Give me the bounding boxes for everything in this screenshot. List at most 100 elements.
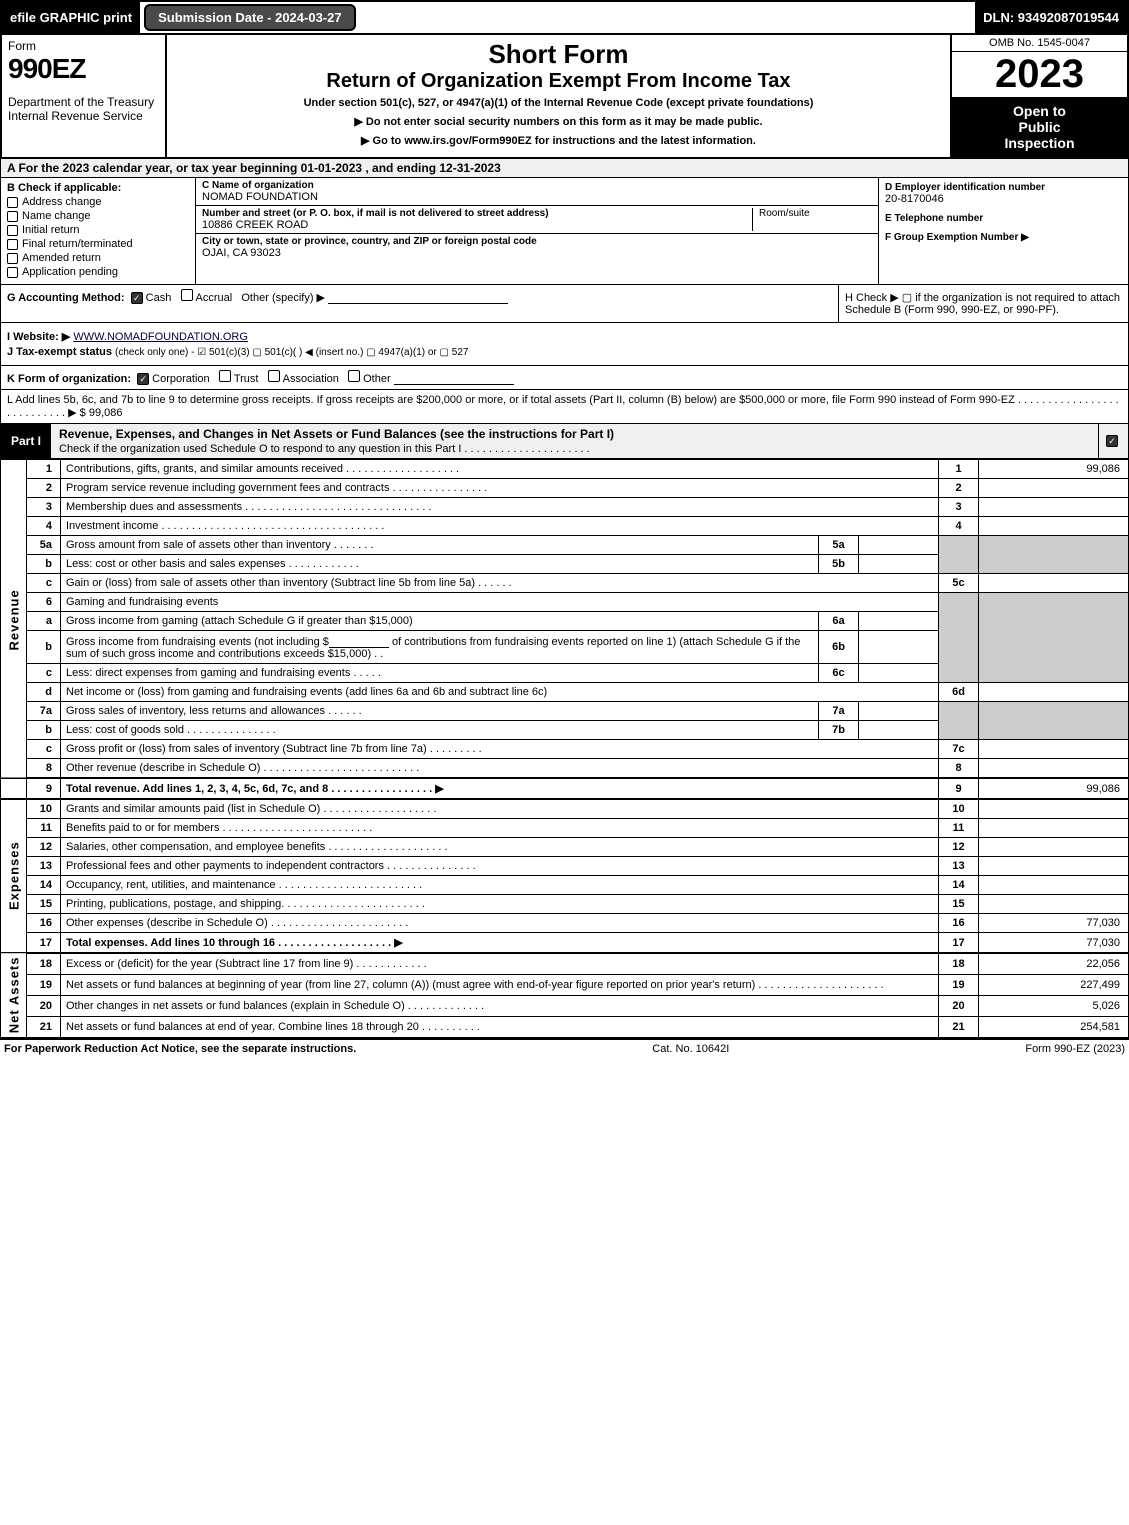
checkbox-icon[interactable] [181,289,193,301]
chk-final-return[interactable]: Final return/terminated [7,238,189,250]
checkbox-icon [7,225,18,236]
section-h: H Check ▶ ▢ if the organization is not r… [838,285,1128,322]
line-num: 1 [27,460,61,479]
org-addr-value: 10886 CREEK ROAD [202,219,752,231]
org-name-value: NOMAD FOUNDATION [202,191,318,203]
line-14-desc: Occupancy, rent, utilities, and maintena… [61,876,939,895]
section-def: D Employer identification number 20-8170… [878,178,1128,284]
section-k: K Form of organization: ✓Corporation Tru… [0,366,1129,390]
footer-right: Form 990-EZ (2023) [1025,1043,1125,1055]
line-3-desc: Membership dues and assessments . . . . … [61,498,939,517]
section-b-title: B Check if applicable: [7,182,189,194]
table-row: Net Assets 18Excess or (deficit) for the… [1,953,1129,974]
line-5a-desc: Gross amount from sale of assets other t… [61,536,819,555]
checkbox-icon [7,253,18,264]
short-form-title: Short Form [171,39,946,70]
revenue-sidebar: Revenue [1,460,27,779]
submission-date-button[interactable]: Submission Date - 2024-03-27 [144,4,356,31]
checkmark-icon: ✓ [131,292,143,304]
chk-initial-return[interactable]: Initial return [7,224,189,236]
dln-label: DLN: 93492087019544 [975,2,1127,33]
footer-left: For Paperwork Reduction Act Notice, see … [4,1043,356,1055]
checkmark-icon: ✓ [137,373,149,385]
chk-amended-return[interactable]: Amended return [7,252,189,264]
chk-address-change[interactable]: Address change [7,196,189,208]
other-label: Other (specify) ▶ [241,292,325,304]
form-header-center: Short Form Return of Organization Exempt… [167,35,952,157]
k-trust: Trust [234,373,259,385]
goto-link[interactable]: ▶ Go to www.irs.gov/Form990EZ for instru… [171,134,946,147]
org-name-row: C Name of organization NOMAD FOUNDATION [196,178,878,206]
k-other: Other [363,373,391,385]
line-6b-desc: Gross income from fundraising events (no… [61,631,819,664]
line-2-desc: Program service revenue including govern… [61,479,939,498]
line-7b-desc: Less: cost of goods sold . . . . . . . .… [61,721,819,740]
line-10-desc: Grants and similar amounts paid (list in… [61,799,939,819]
website-label: I Website: ▶ [7,331,70,343]
dept-treasury-1: Department of the Treasury [8,95,159,109]
section-d: D Employer identification number 20-8170… [885,182,1122,205]
line-5c-desc: Gain or (loss) from sale of assets other… [61,574,939,593]
line-13-desc: Professional fees and other payments to … [61,857,939,876]
table-row: 19Net assets or fund balances at beginni… [1,974,1129,995]
line-16-desc: Other expenses (describe in Schedule O) … [61,914,939,933]
line-l-text: L Add lines 5b, 6c, and 7b to line 9 to … [7,394,1119,419]
checkbox-icon [7,197,18,208]
section-f: F Group Exemption Number ▶ [885,232,1122,243]
checkmark-icon: ✓ [1106,435,1118,447]
website-link[interactable]: WWW.NOMADFOUNDATION.ORG [73,331,248,343]
section-i: I Website: ▶ WWW.NOMADFOUNDATION.ORG [7,330,1122,343]
k-other-field[interactable] [394,371,514,385]
line-a-calendar-year: A For the 2023 calendar year, or tax yea… [0,159,1129,178]
line-11-desc: Benefits paid to or for members . . . . … [61,819,939,838]
section-l: L Add lines 5b, 6c, and 7b to line 9 to … [0,390,1129,424]
section-ijk: I Website: ▶ WWW.NOMADFOUNDATION.ORG J T… [0,323,1129,366]
part-1-title: Revenue, Expenses, and Changes in Net As… [51,424,1098,458]
part-1-table: Revenue 1 Contributions, gifts, grants, … [0,459,1129,1038]
checkbox-icon [7,239,18,250]
checkbox-icon[interactable] [348,370,360,382]
section-j: J Tax-exempt status (check only one) - ☑… [7,346,1122,358]
form-word: Form [8,39,159,53]
table-row: 4Investment income . . . . . . . . . . .… [1,517,1129,536]
footer-center: Cat. No. 10642I [356,1043,1025,1055]
line-7a-desc: Gross sales of inventory, less returns a… [61,702,819,721]
table-row: cGross profit or (loss) from sales of in… [1,740,1129,759]
table-row: Revenue 1 Contributions, gifts, grants, … [1,460,1129,479]
form-number: 990EZ [8,53,159,85]
subtitle: Under section 501(c), 527, or 4947(a)(1)… [171,97,946,109]
checkbox-icon[interactable] [219,370,231,382]
accounting-method-label: G Accounting Method: [7,292,125,304]
checkbox-icon [7,211,18,222]
line-6d-desc: Net income or (loss) from gaming and fun… [61,683,939,702]
table-row: 6Gaming and fundraising events [1,593,1129,612]
table-row: 13Professional fees and other payments t… [1,857,1129,876]
contrib-field[interactable] [329,634,389,648]
line-17-desc: Total expenses. Add lines 10 through 16 … [61,933,939,954]
efile-header-bar: efile GRAPHIC print Submission Date - 20… [0,0,1129,35]
inspect-2: Public [956,119,1123,135]
chk-application-pending[interactable]: Application pending [7,266,189,278]
line-1-val: 99,086 [979,460,1129,479]
line-6-desc: Gaming and fundraising events [61,593,939,612]
form-header-left: Form 990EZ Department of the Treasury In… [2,35,167,157]
table-row: 11Benefits paid to or for members . . . … [1,819,1129,838]
chk-name-change[interactable]: Name change [7,210,189,222]
section-c: C Name of organization NOMAD FOUNDATION … [196,178,878,284]
tax-exempt-options: (check only one) - ☑ 501(c)(3) ▢ 501(c)(… [115,347,468,358]
table-row: Expenses 10Grants and similar amounts pa… [1,799,1129,819]
line-5b-desc: Less: cost or other basis and sales expe… [61,555,819,574]
k-corp: Corporation [152,373,209,385]
part-1-checkbox[interactable]: ✓ [1098,424,1128,458]
efile-print-label[interactable]: efile GRAPHIC print [2,2,140,33]
ssn-warning: ▶ Do not enter social security numbers o… [171,115,946,128]
k-assoc: Association [283,373,339,385]
other-specify-field[interactable] [328,290,508,304]
part-1-tab: Part I [1,424,51,458]
page-footer: For Paperwork Reduction Act Notice, see … [0,1038,1129,1058]
line-1-num: 1 [939,460,979,479]
dept-treasury-2: Internal Revenue Service [8,109,159,123]
checkbox-icon[interactable] [268,370,280,382]
section-gh: G Accounting Method: ✓Cash Accrual Other… [0,285,1129,323]
line-7c-desc: Gross profit or (loss) from sales of inv… [61,740,939,759]
